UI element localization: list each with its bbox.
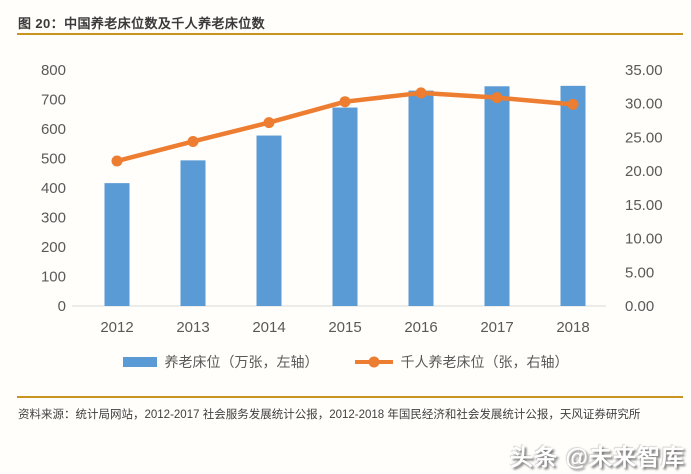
bar-2012 [104,183,130,306]
bar-line-combo-chart: 0 100 200 300 400 500 600 700 800 0.00 5.00 10.00 15… [41,62,663,336]
line-marker-dot-icon [368,356,379,368]
x-axis-tick-label: 2016 [404,319,437,336]
bar-2013 [180,160,206,306]
left-axis-tick-label: 500 [41,151,66,168]
line-point-2015 [339,96,351,108]
line-point-2016 [415,87,427,99]
right-axis-tick-label: 15.00 [625,197,663,214]
line-point-2018 [567,98,579,110]
right-axis-tick-label: 0.00 [625,298,654,315]
x-axis-tick-label: 2012 [100,319,133,336]
left-axis-tick-label: 300 [41,210,66,227]
x-axis-tick-label: 2017 [480,319,513,336]
x-axis-tick-label: 2018 [556,319,589,336]
source-note: 资料来源：统计局网站，2012-2017 社会服务发展统计公报，2012-201… [18,409,641,421]
left-axis-tick-label: 200 [41,239,66,256]
right-axis-tick-label: 35.00 [625,62,663,79]
left-axis-tick-label: 0 [58,298,66,315]
figure-title: 图 20：中国养老床位数及千人养老床位数 [18,16,266,31]
left-axis-tick-label: 800 [41,62,66,79]
left-axis-tick-label: 400 [41,180,66,197]
chart-area: 0 100 200 300 400 500 600 700 800 0.00 5.00 10.00 15… [0,40,691,350]
line-point-2017 [491,92,503,104]
left-axis-tick-label: 100 [41,269,66,286]
line-point-2012 [111,155,123,167]
right-axis-tick-label: 20.00 [625,163,663,180]
bar-2015 [332,107,358,306]
chart-legend: 养老床位（万张，左轴） 千人养老床位（张，右轴） [0,352,691,372]
top-divider-rule [17,33,683,35]
legend-item-beds-bar: 养老床位（万张，左轴） [122,352,319,372]
line-point-2014 [263,117,275,129]
x-axis-tick-label: 2014 [252,319,285,336]
right-axis-tick-label: 5.00 [625,264,654,281]
watermark-text: 头条 @未来智库 [510,444,685,470]
bar-2017 [484,86,510,306]
x-axis-tick-label: 2013 [176,319,209,336]
right-axis-tick-label: 10.00 [625,231,663,248]
right-axis-tick-label: 25.00 [625,129,663,146]
legend-label-beds-bar: 养老床位（万张，左轴） [164,354,319,370]
legend-label-beds-per-thousand-line: 千人养老床位（张，右轴） [400,354,569,370]
line-point-2013 [187,135,199,147]
line-series-swatch [354,356,393,368]
bar-series-swatch [122,357,157,367]
legend-item-beds-per-thousand-line: 千人养老床位（张，右轴） [354,352,569,372]
bar-2016 [408,90,434,306]
bottom-divider-rule [17,396,683,398]
x-axis-tick-label: 2015 [328,319,361,336]
bar-2014 [256,135,282,306]
left-axis-tick-label: 600 [41,121,66,138]
right-axis-tick-label: 30.00 [625,96,663,113]
bar-2018 [560,85,586,307]
left-axis-tick-label: 700 [41,92,66,109]
